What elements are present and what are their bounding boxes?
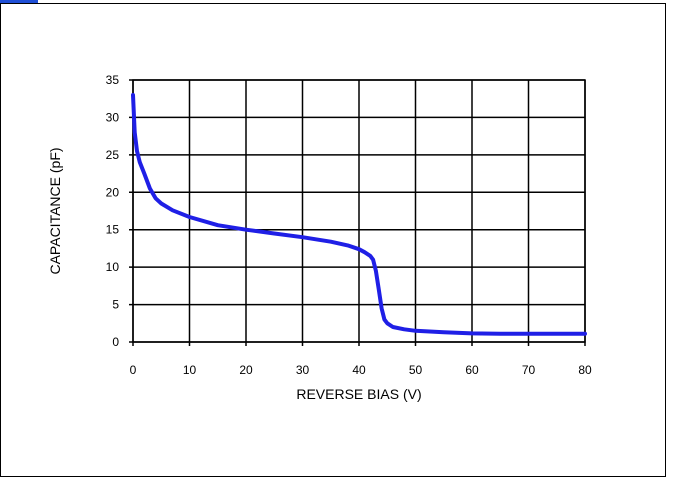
grid-lines — [129, 79, 586, 346]
x-axis-label: REVERSE BIAS (V) — [296, 386, 421, 402]
x-tick-label-4: 40 — [352, 363, 366, 377]
x-tick-label-7: 70 — [522, 363, 536, 377]
y-tick-label-5: 25 — [106, 148, 120, 162]
x-tick-label-0: 0 — [130, 363, 137, 377]
y-tick-label-1: 5 — [112, 298, 119, 312]
y-tick-label-0: 0 — [112, 335, 119, 349]
x-tick-label-2: 20 — [239, 363, 253, 377]
y-axis-label: CAPACITANCE (pF) — [47, 147, 63, 274]
y-tick-labels: 0 5 10 15 20 25 30 35 — [106, 73, 120, 349]
x-tick-label-5: 50 — [409, 363, 423, 377]
x-tick-label-6: 60 — [465, 363, 479, 377]
x-tick-label-3: 30 — [296, 363, 310, 377]
corner-accent-mark — [0, 0, 38, 3]
plot-area-border — [132, 79, 586, 343]
y-tick-label-2: 10 — [106, 260, 120, 274]
chart-frame — [0, 3, 666, 477]
y-tick-label-3: 15 — [106, 223, 120, 237]
y-tick-label-4: 20 — [106, 185, 120, 199]
capacitance-series-line — [131, 93, 587, 336]
y-tick-label-6: 30 — [106, 110, 120, 124]
x-tick-label-1: 10 — [183, 363, 197, 377]
x-tick-labels: 0 10 20 30 40 50 60 70 80 — [130, 363, 592, 377]
x-tick-label-8: 80 — [578, 363, 592, 377]
y-tick-label-7: 35 — [106, 73, 120, 87]
